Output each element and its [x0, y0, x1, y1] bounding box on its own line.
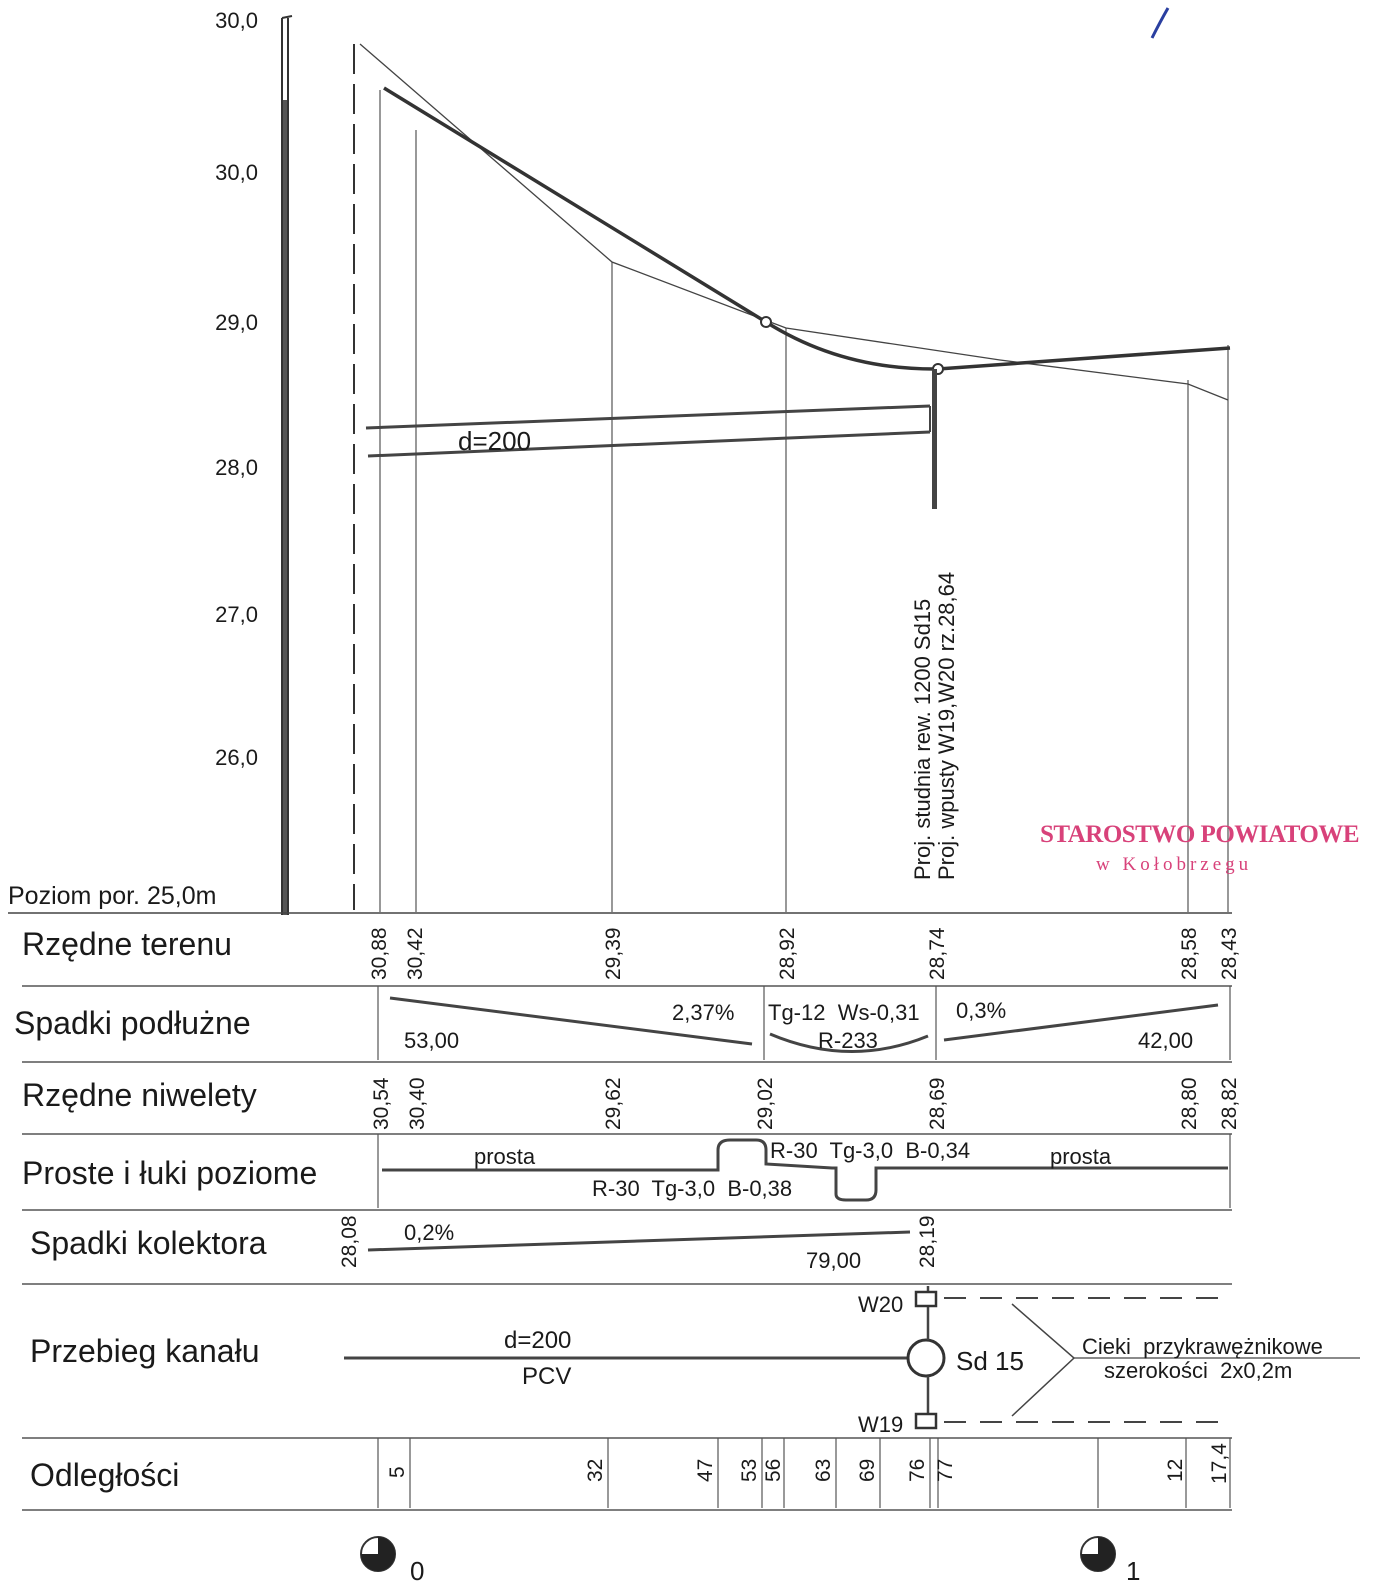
scale-label-top: 30,0 [215, 8, 258, 33]
manhole-label: Sd 15 [956, 1346, 1024, 1376]
distance-value: 69 [856, 1459, 879, 1482]
inlet-w20-symbol [914, 1290, 938, 1308]
collector-length: 79,00 [806, 1248, 861, 1273]
slope-right-percent: 0,3% [956, 998, 1006, 1023]
distance-value: 12 [1164, 1459, 1187, 1482]
stamp-line-1: STAROSTWO POWIATOWE [1040, 821, 1359, 848]
terrain-line [359, 43, 1229, 401]
distance-value: 56 [762, 1459, 785, 1482]
benchmark-1-icon [1080, 1536, 1116, 1572]
scale-label-28: 28,0 [215, 455, 258, 480]
grade-line [383, 86, 1231, 371]
pen-mark [1150, 7, 1170, 39]
terrain-value: 28,43 [1218, 927, 1241, 980]
gutter-note-2: szerokości 2x0,2m [1104, 1358, 1292, 1383]
terrain-value: 30,42 [404, 927, 427, 980]
distance-value: 77 [934, 1459, 957, 1482]
horizontal-alignment-line [382, 1138, 1228, 1202]
row-label-terrain: Rzędne terenu [22, 926, 232, 962]
grade-value: 30,54 [370, 1077, 393, 1130]
collector-start: 28,08 [338, 1215, 361, 1268]
row-label-slopes: Spadki podłużne [14, 1005, 251, 1041]
scale-label-27: 27,0 [215, 602, 258, 627]
terrain-value: 28,74 [926, 927, 949, 980]
curve-params: Tg-12 Ws-0,31 [768, 1000, 920, 1025]
slope-left-line [389, 996, 753, 1046]
collector-end: 28,19 [916, 1215, 939, 1268]
row-label-horizontal: Proste i łuki poziome [22, 1155, 317, 1191]
terrain-value: 29,39 [602, 927, 625, 980]
collector-slope: 0,2% [404, 1220, 454, 1245]
vertical-curve-point [760, 316, 772, 328]
straight-left-label: prosta [474, 1144, 536, 1169]
baseline-label: Poziom por. 25,0m [8, 882, 216, 910]
curve-radius: R-233 [818, 1028, 878, 1053]
elevation-scale [281, 15, 293, 915]
grade-value: 29,62 [602, 1077, 625, 1130]
distance-value: 47 [694, 1459, 717, 1482]
benchmark-1-label: 1 [1126, 1556, 1140, 1582]
benchmark-0-label: 0 [410, 1556, 424, 1582]
inlet-w19-symbol [914, 1412, 938, 1430]
row-label-sewer-route: Przebieg kanału [30, 1333, 259, 1369]
horizontal-row-frame [377, 1134, 1231, 1208]
manhole-note-2: Proj. wpusty W19,W20 rz.28,64 [934, 572, 959, 880]
arc-lower-params: R-30 Tg-3,0 B-0,38 [592, 1176, 792, 1201]
stamp-line-2: w Kołobrzegu [1096, 854, 1252, 875]
arc-upper-params: R-30 Tg-3,0 B-0,34 [770, 1138, 970, 1163]
distance-value: 63 [812, 1459, 835, 1482]
terrain-value: 30,88 [368, 927, 391, 980]
row-label-distances: Odległości [30, 1457, 179, 1493]
slope-right-line [943, 1003, 1219, 1042]
collector-slope-line [367, 1230, 911, 1252]
manhole-shaft [932, 369, 937, 509]
pipe-profile [365, 404, 931, 458]
distance-value: 17,4 [1208, 1443, 1231, 1484]
terrain-value: 28,58 [1178, 927, 1201, 980]
grade-values: 30,54 30,40 29,62 29,02 28,69 28,80 28,8… [370, 1077, 1241, 1130]
terrain-value: 28,92 [776, 927, 799, 980]
grade-value: 28,69 [926, 1077, 949, 1130]
pipe-diameter-label: d=200 [458, 426, 531, 456]
manhole-symbol [906, 1338, 946, 1378]
slope-left-length: 53,00 [404, 1028, 459, 1053]
slope-row-frame [377, 986, 1231, 1060]
scale-label-29: 29,0 [215, 310, 258, 335]
grade-value: 28,80 [1178, 1077, 1201, 1130]
distance-ticks [377, 1438, 1231, 1508]
slope-right-length: 42,00 [1138, 1028, 1193, 1053]
grade-value: 29,02 [754, 1077, 777, 1130]
sewer-pipe-diameter: d=200 [504, 1327, 571, 1354]
distance-value: 5 [386, 1466, 409, 1478]
scale-label-30: 30,0 [215, 160, 258, 185]
manhole-note-1: Proj. studnia rew. 1200 Sd15 [910, 599, 935, 880]
inlet-w19-label: W19 [858, 1412, 903, 1437]
distance-values: 5 32 47 53 56 63 69 76 77 12 17,4 [386, 1443, 1231, 1484]
row-label-collector: Spadki kolektora [30, 1225, 267, 1261]
straight-right-label: prosta [1050, 1144, 1112, 1169]
slope-left-percent: 2,37% [672, 1000, 734, 1025]
grade-value: 30,40 [406, 1077, 429, 1130]
station-lines [379, 90, 1229, 912]
distance-value: 76 [906, 1459, 929, 1482]
inlet-w20-label: W20 [858, 1292, 903, 1317]
sewer-pipe-material: PCV [522, 1363, 571, 1390]
distance-value: 53 [738, 1459, 761, 1482]
gutter-note-1: Cieki przykrawężnikowe [1082, 1334, 1323, 1359]
grade-value: 28,82 [1218, 1077, 1241, 1130]
row-label-grade: Rzędne niwelety [22, 1077, 257, 1113]
vertical-curve-mark [769, 1032, 929, 1053]
scale-label-26: 26,0 [215, 745, 258, 770]
terrain-values: 30,88 30,42 29,39 28,92 28,74 28,58 28,4… [368, 927, 1241, 980]
benchmark-0-icon [360, 1536, 396, 1572]
distance-value: 32 [584, 1459, 607, 1482]
